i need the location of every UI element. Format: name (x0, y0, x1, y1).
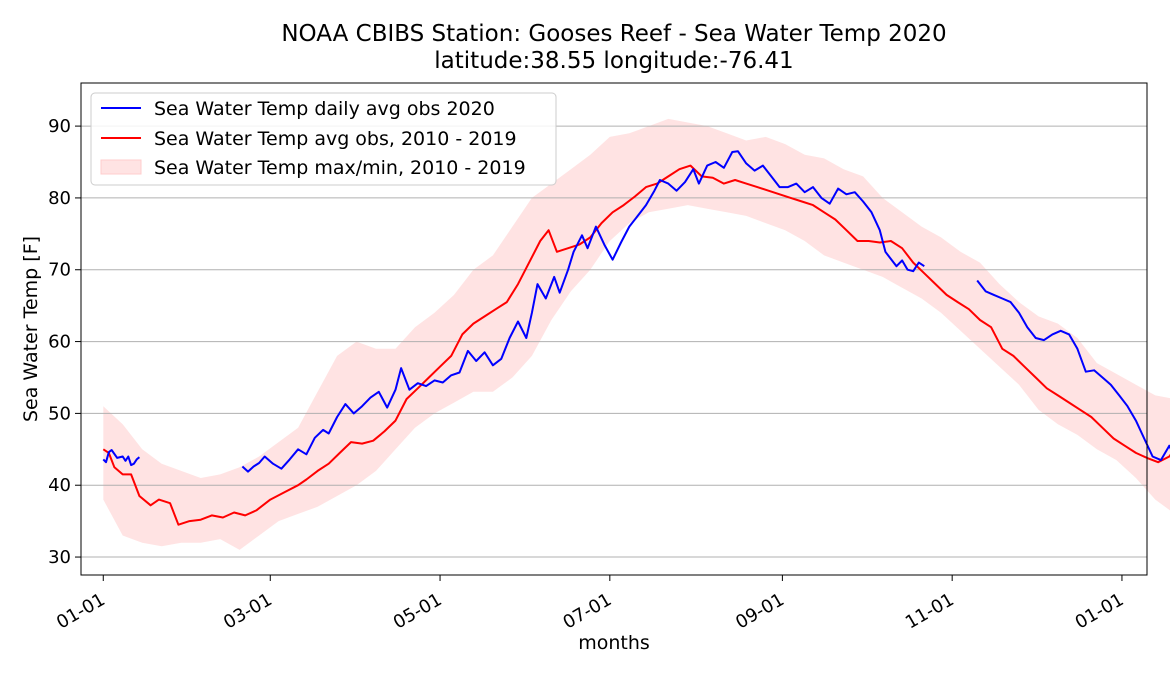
x-tick-label: 05-01 (390, 589, 446, 633)
legend-label-daily-2020: Sea Water Temp daily avg obs 2020 (154, 98, 495, 120)
legend-swatch-band (100, 159, 142, 175)
chart-title: NOAA CBIBS Station: Gooses Reef - Sea Wa… (281, 21, 946, 47)
series-daily-2020-line (241, 150, 925, 473)
legend-label-maxmin-2010-2019: Sea Water Temp max/min, 2010 - 2019 (154, 157, 526, 179)
legend: Sea Water Temp daily avg obs 2020 Sea Wa… (90, 92, 557, 186)
y-tick-label: 80 (48, 188, 71, 209)
legend-frame (90, 92, 557, 186)
y-tick-label: 40 (48, 475, 71, 496)
y-tick-label: 90 (48, 116, 71, 137)
series-daily-2020-line (102, 449, 141, 467)
line-layer (102, 150, 1170, 526)
y-tick-label: 50 (48, 403, 71, 424)
y-tick-label: 60 (48, 332, 71, 353)
x-tick-label: 03-01 (220, 589, 276, 633)
x-tick-label: 07-01 (560, 589, 616, 633)
series-avg-line (102, 164, 1170, 526)
x-tick-label: 01-01 (53, 589, 109, 633)
series-daily-2020-line (976, 279, 1170, 462)
x-tick-label: 11-01 (902, 589, 958, 633)
y-axis-label: Sea Water Temp [F] (20, 236, 42, 422)
plot-frame (80, 82, 1148, 576)
x-tick-label: 01-01 (1072, 589, 1128, 633)
y-tick-label: 70 (48, 260, 71, 281)
legend-label-avg-2010-2019: Sea Water Temp avg obs, 2010 - 2019 (154, 128, 517, 150)
chart-subtitle: latitude:38.55 longitude:-76.41 (434, 48, 793, 74)
grid-layer (81, 125, 1147, 558)
x-axis-label: months (578, 632, 650, 654)
y-tick-label: 30 (48, 547, 71, 568)
x-tick-label: 09-01 (732, 589, 788, 633)
